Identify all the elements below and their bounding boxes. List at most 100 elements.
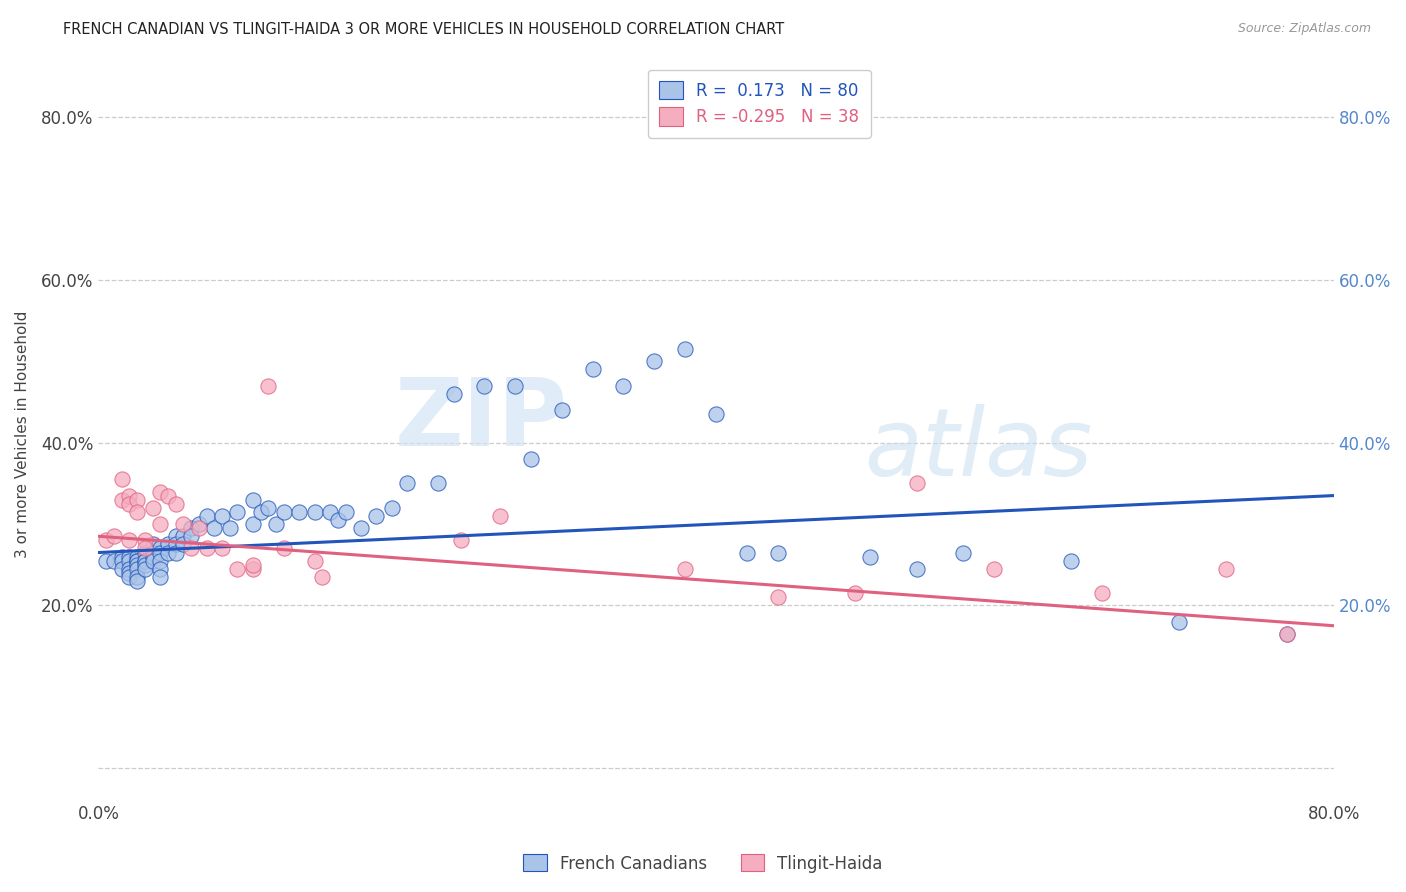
Point	[381, 500, 404, 515]
Point	[141, 545, 163, 559]
Point	[735, 545, 758, 559]
Point	[983, 562, 1005, 576]
Point	[118, 570, 141, 584]
Point	[288, 505, 311, 519]
Point	[211, 541, 233, 556]
Point	[172, 537, 194, 551]
Point	[905, 562, 928, 576]
Point	[134, 558, 156, 572]
Text: atlas: atlas	[865, 404, 1092, 495]
Point	[766, 545, 789, 559]
Point	[134, 554, 156, 568]
Point	[187, 516, 209, 531]
Point	[427, 476, 450, 491]
Point	[180, 521, 202, 535]
Point	[103, 554, 125, 568]
Point	[165, 529, 187, 543]
Point	[195, 508, 218, 523]
Point	[125, 554, 148, 568]
Point	[149, 562, 172, 576]
Point	[520, 452, 543, 467]
Point	[156, 545, 179, 559]
Point	[111, 549, 134, 564]
Point	[474, 378, 496, 392]
Point	[273, 541, 295, 556]
Point	[118, 497, 141, 511]
Point	[96, 554, 118, 568]
Point	[111, 492, 134, 507]
Point	[335, 505, 357, 519]
Text: Source: ZipAtlas.com: Source: ZipAtlas.com	[1237, 22, 1371, 36]
Point	[905, 476, 928, 491]
Point	[165, 537, 187, 551]
Point	[319, 505, 342, 519]
Point	[673, 342, 696, 356]
Point	[165, 545, 187, 559]
Point	[612, 378, 634, 392]
Point	[149, 545, 172, 559]
Point	[1168, 615, 1191, 629]
Point	[125, 558, 148, 572]
Point	[180, 541, 202, 556]
Point	[125, 570, 148, 584]
Point	[257, 500, 280, 515]
Point	[118, 489, 141, 503]
Point	[1091, 586, 1114, 600]
Point	[172, 529, 194, 543]
Point	[350, 521, 373, 535]
Point	[264, 516, 287, 531]
Point	[172, 516, 194, 531]
Point	[125, 549, 148, 564]
Legend: French Canadians, Tlingit-Haida: French Canadians, Tlingit-Haida	[517, 847, 889, 880]
Point	[195, 541, 218, 556]
Point	[1277, 627, 1299, 641]
Point	[125, 562, 148, 576]
Point	[149, 570, 172, 584]
Point	[118, 554, 141, 568]
Point	[489, 508, 512, 523]
Point	[141, 537, 163, 551]
Point	[118, 566, 141, 580]
Point	[396, 476, 419, 491]
Point	[249, 505, 271, 519]
Point	[366, 508, 388, 523]
Point	[952, 545, 974, 559]
Point	[118, 549, 141, 564]
Point	[211, 508, 233, 523]
Point	[134, 533, 156, 548]
Point	[125, 492, 148, 507]
Point	[304, 554, 326, 568]
Point	[226, 505, 249, 519]
Point	[118, 533, 141, 548]
Legend: R =  0.173   N = 80, R = -0.295   N = 38: R = 0.173 N = 80, R = -0.295 N = 38	[648, 70, 870, 137]
Point	[118, 562, 141, 576]
Point	[311, 570, 333, 584]
Point	[766, 591, 789, 605]
Point	[273, 505, 295, 519]
Point	[111, 554, 134, 568]
Point	[643, 354, 665, 368]
Text: ZIP: ZIP	[395, 374, 568, 466]
Point	[141, 549, 163, 564]
Point	[581, 362, 603, 376]
Point	[704, 407, 727, 421]
Point	[134, 541, 156, 556]
Point	[103, 529, 125, 543]
Text: FRENCH CANADIAN VS TLINGIT-HAIDA 3 OR MORE VEHICLES IN HOUSEHOLD CORRELATION CHA: FRENCH CANADIAN VS TLINGIT-HAIDA 3 OR MO…	[63, 22, 785, 37]
Point	[156, 489, 179, 503]
Point	[187, 521, 209, 535]
Point	[304, 505, 326, 519]
Point	[134, 562, 156, 576]
Point	[125, 505, 148, 519]
Point	[242, 492, 264, 507]
Point	[844, 586, 866, 600]
Point	[125, 554, 148, 568]
Point	[450, 533, 472, 548]
Point	[111, 562, 134, 576]
Point	[149, 516, 172, 531]
Point	[226, 562, 249, 576]
Point	[156, 537, 179, 551]
Point	[141, 500, 163, 515]
Point	[218, 521, 240, 535]
Point	[202, 521, 225, 535]
